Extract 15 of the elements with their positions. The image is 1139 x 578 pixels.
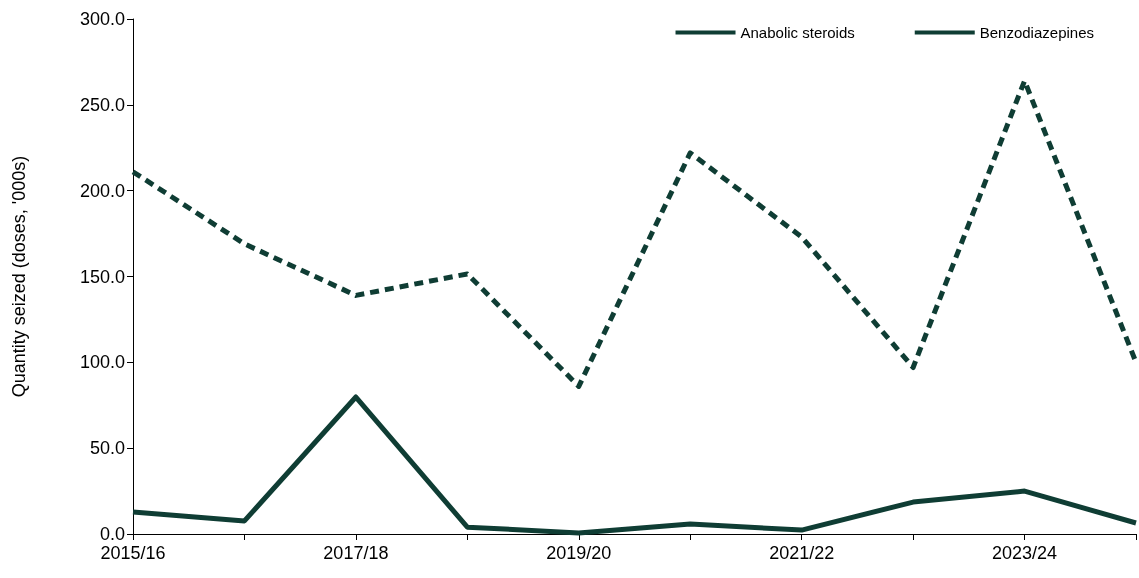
y-axis-title: Quantity seized (doses, '000s) [9,155,29,398]
y-tick-label: 150.0 [79,266,125,287]
legend-label: Benzodiazepines [979,24,1095,41]
legend-label: Anabolic steroids [740,24,855,41]
y-tick-label: 50.0 [89,438,125,459]
y-tick-label: 200.0 [79,180,125,201]
y-tick-label: 100.0 [79,352,125,373]
x-tick-label: 2017/18 [323,543,389,563]
y-tick-label: 300.0 [79,9,125,29]
x-tick-label: 2015/16 [100,543,166,563]
x-tick-label: 2019/20 [546,543,612,563]
y-tick-label: 250.0 [79,94,125,115]
x-tick-label: 2021/22 [769,543,835,563]
x-tick-label: 2023/24 [992,543,1058,563]
y-tick-label: 0.0 [99,524,125,544]
